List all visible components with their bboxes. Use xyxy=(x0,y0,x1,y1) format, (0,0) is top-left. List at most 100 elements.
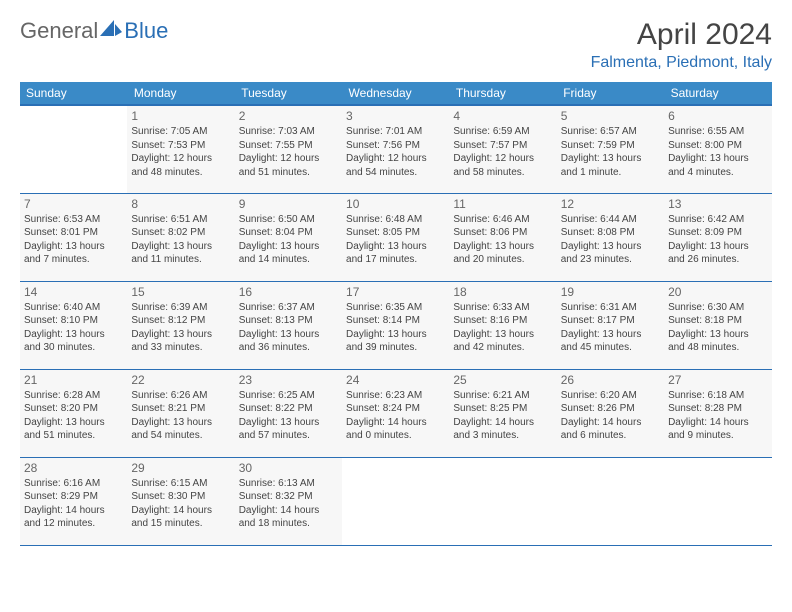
calendar-day-cell: 21Sunrise: 6:28 AM Sunset: 8:20 PM Dayli… xyxy=(20,369,127,457)
calendar-day-cell xyxy=(557,457,664,545)
day-number: 7 xyxy=(24,196,123,212)
calendar-day-cell: 11Sunrise: 6:46 AM Sunset: 8:06 PM Dayli… xyxy=(449,193,556,281)
calendar-week-row: 1Sunrise: 7:05 AM Sunset: 7:53 PM Daylig… xyxy=(20,105,772,193)
calendar-day-cell: 10Sunrise: 6:48 AM Sunset: 8:05 PM Dayli… xyxy=(342,193,449,281)
weekday-header: Monday xyxy=(127,82,234,105)
calendar-table: SundayMondayTuesdayWednesdayThursdayFrid… xyxy=(20,82,772,546)
day-details: Sunrise: 6:21 AM Sunset: 8:25 PM Dayligh… xyxy=(453,389,552,443)
day-details: Sunrise: 6:20 AM Sunset: 8:26 PM Dayligh… xyxy=(561,389,660,443)
day-details: Sunrise: 6:50 AM Sunset: 8:04 PM Dayligh… xyxy=(239,213,338,267)
weekday-header: Friday xyxy=(557,82,664,105)
calendar-week-row: 21Sunrise: 6:28 AM Sunset: 8:20 PM Dayli… xyxy=(20,369,772,457)
calendar-body: 1Sunrise: 7:05 AM Sunset: 7:53 PM Daylig… xyxy=(20,105,772,545)
calendar-day-cell: 24Sunrise: 6:23 AM Sunset: 8:24 PM Dayli… xyxy=(342,369,449,457)
calendar-day-cell: 12Sunrise: 6:44 AM Sunset: 8:08 PM Dayli… xyxy=(557,193,664,281)
day-details: Sunrise: 6:18 AM Sunset: 8:28 PM Dayligh… xyxy=(668,389,767,443)
day-details: Sunrise: 7:03 AM Sunset: 7:55 PM Dayligh… xyxy=(239,125,338,179)
day-details: Sunrise: 6:35 AM Sunset: 8:14 PM Dayligh… xyxy=(346,301,445,355)
day-number: 8 xyxy=(131,196,230,212)
calendar-day-cell: 28Sunrise: 6:16 AM Sunset: 8:29 PM Dayli… xyxy=(20,457,127,545)
logo: General Blue xyxy=(20,18,168,44)
day-number: 4 xyxy=(453,108,552,124)
day-details: Sunrise: 6:15 AM Sunset: 8:30 PM Dayligh… xyxy=(131,477,230,531)
day-number: 29 xyxy=(131,460,230,476)
day-number: 13 xyxy=(668,196,767,212)
location: Falmenta, Piedmont, Italy xyxy=(591,54,772,72)
day-number: 5 xyxy=(561,108,660,124)
day-number: 9 xyxy=(239,196,338,212)
day-number: 2 xyxy=(239,108,338,124)
day-number: 25 xyxy=(453,372,552,388)
calendar-day-cell: 7Sunrise: 6:53 AM Sunset: 8:01 PM Daylig… xyxy=(20,193,127,281)
day-number: 1 xyxy=(131,108,230,124)
weekday-header: Wednesday xyxy=(342,82,449,105)
calendar-week-row: 14Sunrise: 6:40 AM Sunset: 8:10 PM Dayli… xyxy=(20,281,772,369)
calendar-day-cell: 23Sunrise: 6:25 AM Sunset: 8:22 PM Dayli… xyxy=(235,369,342,457)
day-details: Sunrise: 7:05 AM Sunset: 7:53 PM Dayligh… xyxy=(131,125,230,179)
day-details: Sunrise: 6:37 AM Sunset: 8:13 PM Dayligh… xyxy=(239,301,338,355)
day-number: 21 xyxy=(24,372,123,388)
calendar-day-cell: 9Sunrise: 6:50 AM Sunset: 8:04 PM Daylig… xyxy=(235,193,342,281)
day-number: 23 xyxy=(239,372,338,388)
logo-text-2: Blue xyxy=(124,18,168,44)
calendar-day-cell: 19Sunrise: 6:31 AM Sunset: 8:17 PM Dayli… xyxy=(557,281,664,369)
calendar-day-cell: 30Sunrise: 6:13 AM Sunset: 8:32 PM Dayli… xyxy=(235,457,342,545)
day-details: Sunrise: 6:23 AM Sunset: 8:24 PM Dayligh… xyxy=(346,389,445,443)
day-number: 18 xyxy=(453,284,552,300)
calendar-day-cell: 15Sunrise: 6:39 AM Sunset: 8:12 PM Dayli… xyxy=(127,281,234,369)
day-details: Sunrise: 6:16 AM Sunset: 8:29 PM Dayligh… xyxy=(24,477,123,531)
day-number: 30 xyxy=(239,460,338,476)
day-details: Sunrise: 7:01 AM Sunset: 7:56 PM Dayligh… xyxy=(346,125,445,179)
day-details: Sunrise: 6:26 AM Sunset: 8:21 PM Dayligh… xyxy=(131,389,230,443)
calendar-day-cell: 18Sunrise: 6:33 AM Sunset: 8:16 PM Dayli… xyxy=(449,281,556,369)
day-number: 3 xyxy=(346,108,445,124)
day-details: Sunrise: 6:53 AM Sunset: 8:01 PM Dayligh… xyxy=(24,213,123,267)
day-details: Sunrise: 6:39 AM Sunset: 8:12 PM Dayligh… xyxy=(131,301,230,355)
day-details: Sunrise: 6:59 AM Sunset: 7:57 PM Dayligh… xyxy=(453,125,552,179)
day-details: Sunrise: 6:46 AM Sunset: 8:06 PM Dayligh… xyxy=(453,213,552,267)
calendar-day-cell: 13Sunrise: 6:42 AM Sunset: 8:09 PM Dayli… xyxy=(664,193,771,281)
day-details: Sunrise: 6:33 AM Sunset: 8:16 PM Dayligh… xyxy=(453,301,552,355)
calendar-day-cell: 22Sunrise: 6:26 AM Sunset: 8:21 PM Dayli… xyxy=(127,369,234,457)
calendar-day-cell: 27Sunrise: 6:18 AM Sunset: 8:28 PM Dayli… xyxy=(664,369,771,457)
day-number: 24 xyxy=(346,372,445,388)
logo-triangle-icon xyxy=(100,18,122,44)
day-number: 14 xyxy=(24,284,123,300)
day-details: Sunrise: 6:48 AM Sunset: 8:05 PM Dayligh… xyxy=(346,213,445,267)
day-number: 15 xyxy=(131,284,230,300)
day-number: 11 xyxy=(453,196,552,212)
day-number: 16 xyxy=(239,284,338,300)
weekday-header: Sunday xyxy=(20,82,127,105)
weekday-header: Thursday xyxy=(449,82,556,105)
calendar-day-cell: 1Sunrise: 7:05 AM Sunset: 7:53 PM Daylig… xyxy=(127,105,234,193)
day-number: 17 xyxy=(346,284,445,300)
calendar-header: SundayMondayTuesdayWednesdayThursdayFrid… xyxy=(20,82,772,105)
header: General Blue April 2024 Falmenta, Piedmo… xyxy=(20,18,772,72)
day-details: Sunrise: 6:44 AM Sunset: 8:08 PM Dayligh… xyxy=(561,213,660,267)
day-details: Sunrise: 6:57 AM Sunset: 7:59 PM Dayligh… xyxy=(561,125,660,179)
calendar-day-cell: 16Sunrise: 6:37 AM Sunset: 8:13 PM Dayli… xyxy=(235,281,342,369)
calendar-day-cell: 5Sunrise: 6:57 AM Sunset: 7:59 PM Daylig… xyxy=(557,105,664,193)
calendar-day-cell: 8Sunrise: 6:51 AM Sunset: 8:02 PM Daylig… xyxy=(127,193,234,281)
weekday-header: Tuesday xyxy=(235,82,342,105)
calendar-day-cell xyxy=(449,457,556,545)
day-details: Sunrise: 6:25 AM Sunset: 8:22 PM Dayligh… xyxy=(239,389,338,443)
calendar-day-cell xyxy=(664,457,771,545)
day-number: 27 xyxy=(668,372,767,388)
calendar-day-cell xyxy=(342,457,449,545)
day-details: Sunrise: 6:31 AM Sunset: 8:17 PM Dayligh… xyxy=(561,301,660,355)
calendar-week-row: 28Sunrise: 6:16 AM Sunset: 8:29 PM Dayli… xyxy=(20,457,772,545)
day-number: 12 xyxy=(561,196,660,212)
calendar-day-cell: 4Sunrise: 6:59 AM Sunset: 7:57 PM Daylig… xyxy=(449,105,556,193)
day-number: 6 xyxy=(668,108,767,124)
calendar-day-cell: 29Sunrise: 6:15 AM Sunset: 8:30 PM Dayli… xyxy=(127,457,234,545)
day-number: 10 xyxy=(346,196,445,212)
weekday-header: Saturday xyxy=(664,82,771,105)
day-number: 19 xyxy=(561,284,660,300)
calendar-day-cell: 6Sunrise: 6:55 AM Sunset: 8:00 PM Daylig… xyxy=(664,105,771,193)
day-number: 22 xyxy=(131,372,230,388)
day-details: Sunrise: 6:51 AM Sunset: 8:02 PM Dayligh… xyxy=(131,213,230,267)
day-details: Sunrise: 6:13 AM Sunset: 8:32 PM Dayligh… xyxy=(239,477,338,531)
calendar-week-row: 7Sunrise: 6:53 AM Sunset: 8:01 PM Daylig… xyxy=(20,193,772,281)
calendar-day-cell: 14Sunrise: 6:40 AM Sunset: 8:10 PM Dayli… xyxy=(20,281,127,369)
